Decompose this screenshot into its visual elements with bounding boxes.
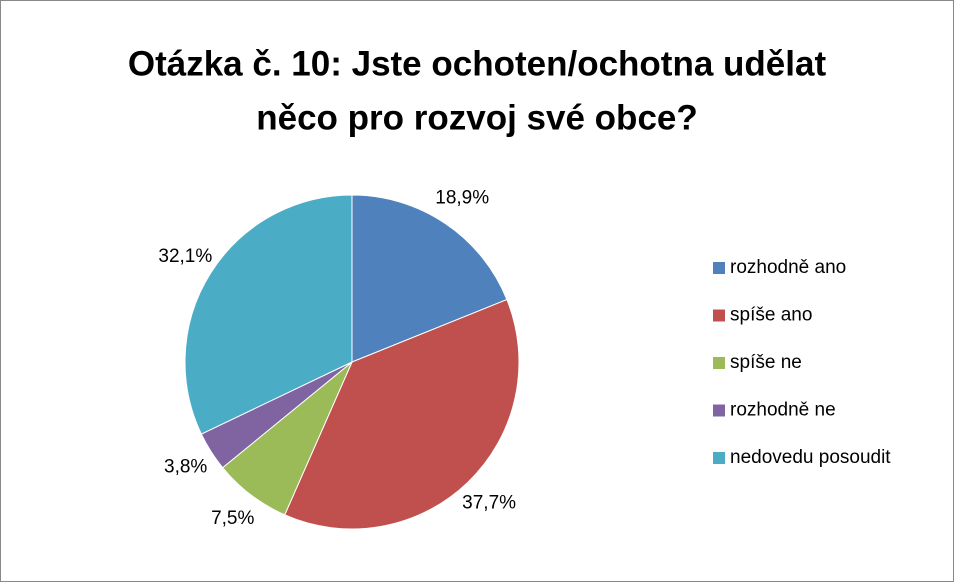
- data-label: 18,9%: [435, 188, 489, 209]
- legend-label: spíše ne: [730, 352, 802, 373]
- legend-label: rozhodně ano: [730, 257, 846, 278]
- pie-slice: [184, 194, 353, 435]
- legend-label: rozhodně ne: [730, 400, 836, 421]
- legend-swatch: [713, 452, 725, 464]
- data-label: 32,1%: [158, 246, 212, 267]
- data-label: 7,5%: [211, 508, 254, 529]
- pie-slice: [284, 298, 520, 530]
- chart-title: Otázka č. 10: Jste ochoten/ochotna uděla…: [128, 44, 827, 83]
- legend-swatch: [713, 309, 725, 322]
- data-label: 3,8%: [164, 457, 207, 478]
- data-label: 37,7%: [462, 492, 516, 513]
- legend-swatch: [713, 404, 725, 417]
- pie-slice: [351, 194, 508, 363]
- legend-label: nedovedu posoudit: [730, 447, 891, 468]
- legend-label: spíše ano: [730, 305, 812, 326]
- legend-swatch: [713, 262, 725, 274]
- chart-title: něco pro rozvoj své obce?: [256, 98, 698, 137]
- legend-swatch: [713, 357, 725, 369]
